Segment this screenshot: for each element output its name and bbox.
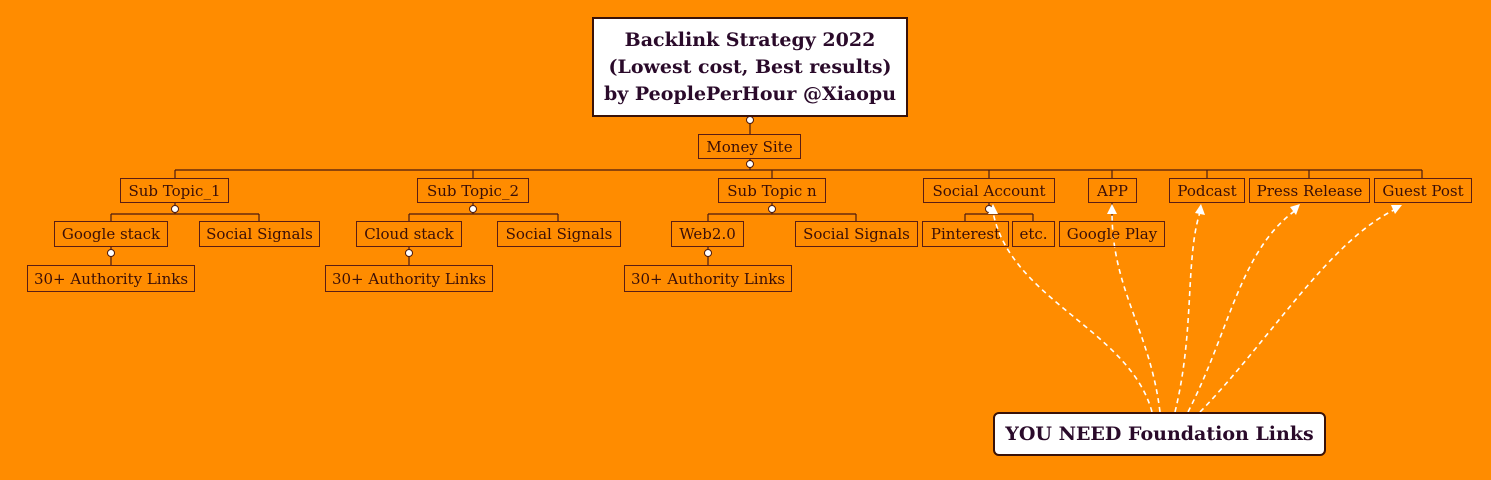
arrow-to-social-account (992, 211, 1153, 413)
title-line-2: (Lowest cost, Best results) (608, 55, 892, 78)
node-social-signals-3[interactable]: Social Signals (795, 221, 918, 247)
node-social-account[interactable]: Social Account (923, 178, 1055, 203)
node-authority-links-2[interactable]: 30+ Authority Links (325, 265, 493, 292)
connector-dot (746, 160, 754, 168)
node-google-stack[interactable]: Google stack (54, 221, 168, 247)
title-line-1: Backlink Strategy 2022 (624, 28, 876, 51)
connector-dot (746, 116, 754, 124)
arrow-to-guest-post (1199, 208, 1397, 413)
node-web20[interactable]: Web2.0 (671, 221, 744, 247)
node-sub-topic-1[interactable]: Sub Topic_1 (120, 178, 229, 203)
node-sub-topic-n[interactable]: Sub Topic n (718, 178, 826, 203)
node-press-release[interactable]: Press Release (1249, 178, 1370, 203)
node-money-site[interactable]: Money Site (698, 134, 801, 159)
connector-dot (469, 205, 477, 213)
node-authority-links-1[interactable]: 30+ Authority Links (27, 265, 195, 292)
node-cloud-stack[interactable]: Cloud stack (356, 221, 462, 247)
connector-dot (704, 249, 712, 257)
node-guest-post[interactable]: Guest Post (1374, 178, 1472, 203)
node-social-signals-2[interactable]: Social Signals (497, 221, 621, 247)
connector-dot (405, 249, 413, 257)
node-podcast[interactable]: Podcast (1169, 178, 1245, 203)
node-social-signals-1[interactable]: Social Signals (199, 221, 320, 247)
node-sub-topic-2[interactable]: Sub Topic_2 (417, 178, 529, 203)
arrow-to-app (1111, 211, 1161, 413)
connector-dot (107, 249, 115, 257)
connector-dot (171, 205, 179, 213)
node-pinterest[interactable]: Pinterest (922, 221, 1009, 247)
node-google-play[interactable]: Google Play (1059, 221, 1165, 247)
node-app[interactable]: APP (1088, 178, 1137, 203)
connector-dot (768, 205, 776, 213)
arrow-to-press-release (1187, 209, 1297, 413)
arrow-to-podcast (1174, 211, 1201, 413)
foundation-links-callout: YOU NEED Foundation Links (993, 412, 1326, 456)
node-authority-links-3[interactable]: 30+ Authority Links (624, 265, 792, 292)
diagram-title: Backlink Strategy 2022 (Lowest cost, Bes… (592, 17, 908, 117)
title-line-3: by PeoplePerHour @Xiaopu (603, 82, 897, 105)
node-etc[interactable]: etc. (1012, 221, 1055, 247)
